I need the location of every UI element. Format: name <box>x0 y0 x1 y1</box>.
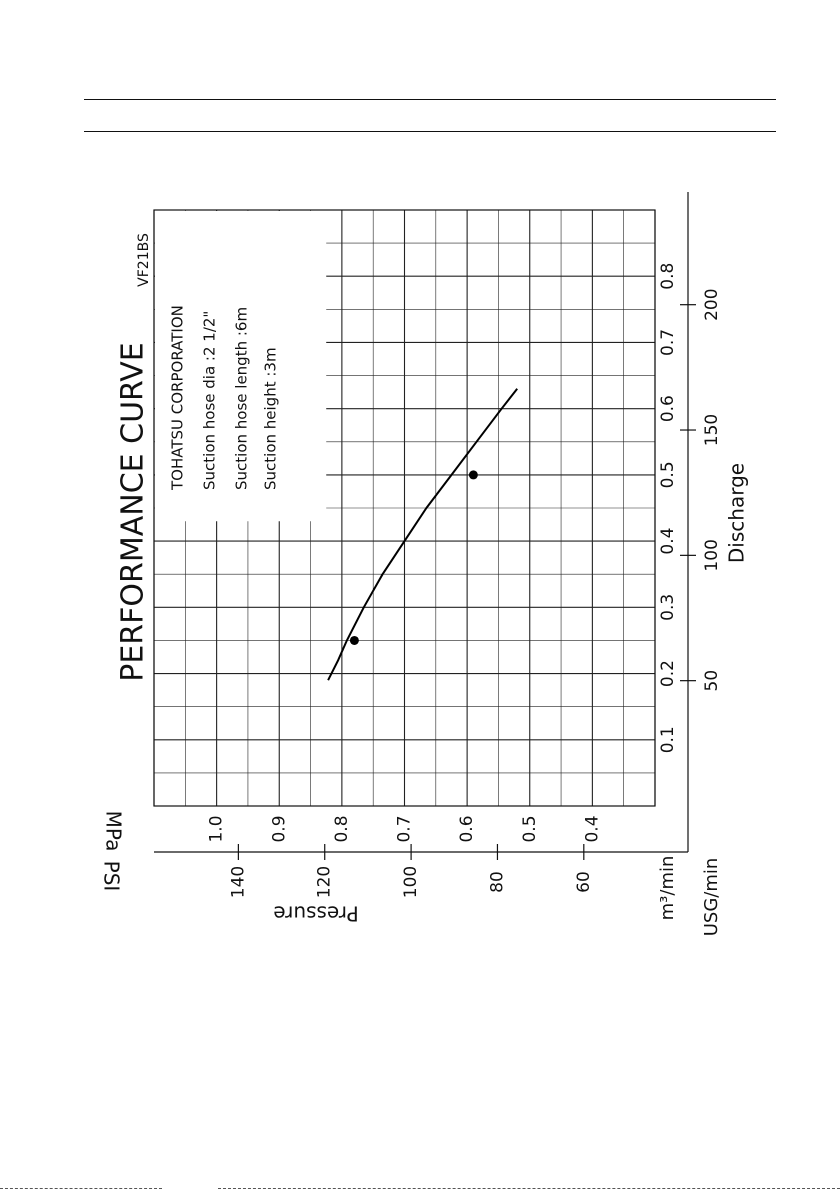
tick-label-usg: 50 <box>702 670 722 692</box>
tick-label-mpa: 0.8 <box>332 815 352 842</box>
tick-label-psi: 60 <box>574 871 594 893</box>
model-label: VF21BS <box>136 233 152 287</box>
tick-label-m3: 0.8 <box>658 263 678 290</box>
marks <box>327 388 518 681</box>
tick-label-mpa: 0.5 <box>520 815 540 842</box>
info-line: TOHATSU CORPORATION <box>169 305 187 491</box>
tick-label-mpa: 0.9 <box>269 815 289 842</box>
info-line: Suction hose length :6m <box>233 307 251 490</box>
x-axis-title: Discharge <box>725 463 749 563</box>
top-rule <box>84 99 776 100</box>
tick-label-psi: 100 <box>401 866 421 898</box>
unit-psi: PSI <box>100 861 124 892</box>
unit-mpa: MPa <box>102 811 126 852</box>
rated-point <box>468 470 478 480</box>
tick-label-mpa: 1.0 <box>207 815 227 842</box>
tick-label-psi: 120 <box>315 866 335 898</box>
unit-m3-min: m³/min <box>657 856 678 921</box>
tick-label-m3: 0.6 <box>658 395 678 422</box>
tick-label-mpa: 0.7 <box>395 815 415 842</box>
tick-label-psi: 80 <box>487 871 507 893</box>
chart-title: PERFORMANCE CURVE <box>116 342 151 681</box>
tick-label-m3: 0.2 <box>658 660 678 687</box>
tick-label-m3: 0.4 <box>658 528 678 555</box>
tick-label-psi: 140 <box>228 866 248 898</box>
tick-label-usg: 100 <box>702 539 722 571</box>
labels: 0.1 0.2 0.3 0.4 0.5 0.6 0.7 0.8 50 100 150 200 1.0 0.… <box>100 233 749 936</box>
tick-label-mpa: 0.4 <box>582 815 602 842</box>
tick-label-mpa: 0.6 <box>457 815 477 842</box>
info-line: Suction height :3m <box>262 347 280 490</box>
plot-frame <box>153 209 656 807</box>
second-rule <box>84 131 776 132</box>
bottom-edge-left <box>0 1188 162 1189</box>
performance-curve <box>327 388 518 681</box>
tick-label-m3: 0.5 <box>658 461 678 488</box>
info-box <box>155 211 327 522</box>
tick-label-usg: 150 <box>702 414 722 446</box>
rated-point <box>349 635 359 645</box>
tick-label-m3: 0.3 <box>658 594 678 621</box>
tick-label-m3: 0.1 <box>658 726 678 753</box>
y-axis-title: Pressure <box>273 902 358 926</box>
grid <box>153 192 696 860</box>
bottom-edge-right <box>218 1188 840 1189</box>
tick-label-m3: 0.7 <box>658 329 678 356</box>
tick-label-usg: 200 <box>702 288 722 320</box>
info-line: Suction hose dia :2 1/2" <box>201 311 219 490</box>
unit-usg-min: USG/min <box>701 858 722 937</box>
